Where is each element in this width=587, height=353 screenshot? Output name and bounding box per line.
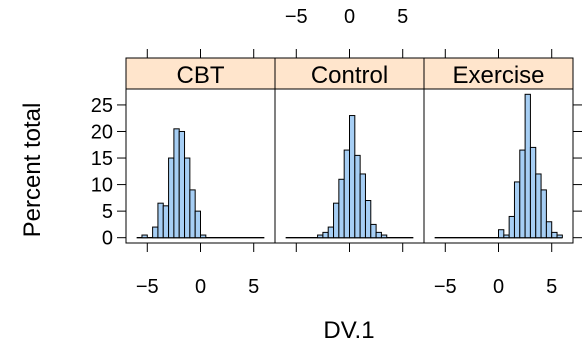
axes-layer: −5 0 5 −5 0 5 −5 0 5 0 5 10 15 20 25 (91, 6, 582, 298)
x-tick-label: 5 (248, 276, 259, 298)
strip-background (126, 58, 275, 89)
histogram-bar (513, 181, 521, 239)
x-tick-label-top: 5 (397, 6, 408, 28)
histogram-bar (556, 234, 563, 239)
strip-background (275, 58, 424, 89)
histogram-bar (343, 149, 350, 239)
histogram-bar (322, 231, 329, 239)
panel-border (423, 88, 574, 244)
histogram-bar (200, 234, 207, 239)
histogram-bar (375, 231, 382, 239)
strip-background (424, 58, 573, 89)
histogram-bar (157, 202, 164, 239)
y-tick-label: 25 (91, 95, 113, 117)
histogram-bar (370, 223, 377, 239)
histogram-bar (349, 115, 356, 239)
histogram-bar (503, 234, 510, 239)
histogram-bar (194, 210, 202, 239)
histogram-bar (545, 221, 553, 239)
histogram-bar (380, 234, 388, 239)
histogram-bar (364, 200, 372, 239)
histogram-bar (519, 149, 526, 239)
histogram-bar (508, 215, 515, 239)
y-tick-label: 20 (91, 121, 113, 143)
strip-label: Control (311, 62, 388, 89)
histogram-bar (498, 229, 505, 239)
y-axis-title: Percent total (19, 103, 46, 238)
histogram-bar (173, 128, 180, 239)
histogram-bar (333, 202, 340, 239)
histogram-bar (152, 226, 159, 239)
strip-label: Exercise (452, 62, 544, 89)
y-tick-label: 15 (91, 148, 113, 170)
panel-control: Control (274, 57, 425, 244)
histogram-bar (354, 154, 361, 239)
x-axis-title: DV.1 (323, 317, 374, 344)
histogram-bar (551, 231, 558, 239)
x-tick-label-top: −5 (285, 6, 308, 28)
histogram-bar (189, 189, 196, 239)
histogram-bar (184, 157, 191, 239)
histogram-bar (141, 234, 148, 239)
histogram-bar (524, 93, 531, 239)
histogram-bar (317, 234, 324, 239)
x-tick-label: 5 (546, 276, 557, 298)
y-tick-label: 10 (91, 175, 113, 197)
panel-cbt: CBT (125, 57, 276, 244)
panels-layer: CBT Control Exercise (125, 57, 574, 244)
histogram-bar (327, 226, 335, 239)
x-tick-label: −5 (136, 276, 159, 298)
x-tick-label: 0 (195, 276, 206, 298)
x-tick-label: 0 (493, 276, 504, 298)
histogram-bar (162, 205, 170, 239)
histogram-bar (359, 173, 366, 239)
y-tick-label: 0 (102, 228, 113, 250)
histogram-bar (529, 146, 537, 239)
x-tick-label-top: 0 (344, 6, 355, 28)
x-tick-label: −5 (434, 276, 457, 298)
histogram-bar (338, 178, 345, 239)
histogram-bar (540, 189, 547, 239)
panel-exercise: Exercise (423, 57, 574, 244)
histogram-bar (178, 130, 186, 239)
strip-label: CBT (177, 62, 225, 89)
histogram-bar (168, 157, 175, 239)
y-tick-label: 5 (102, 201, 113, 223)
histogram-bar (535, 173, 542, 239)
